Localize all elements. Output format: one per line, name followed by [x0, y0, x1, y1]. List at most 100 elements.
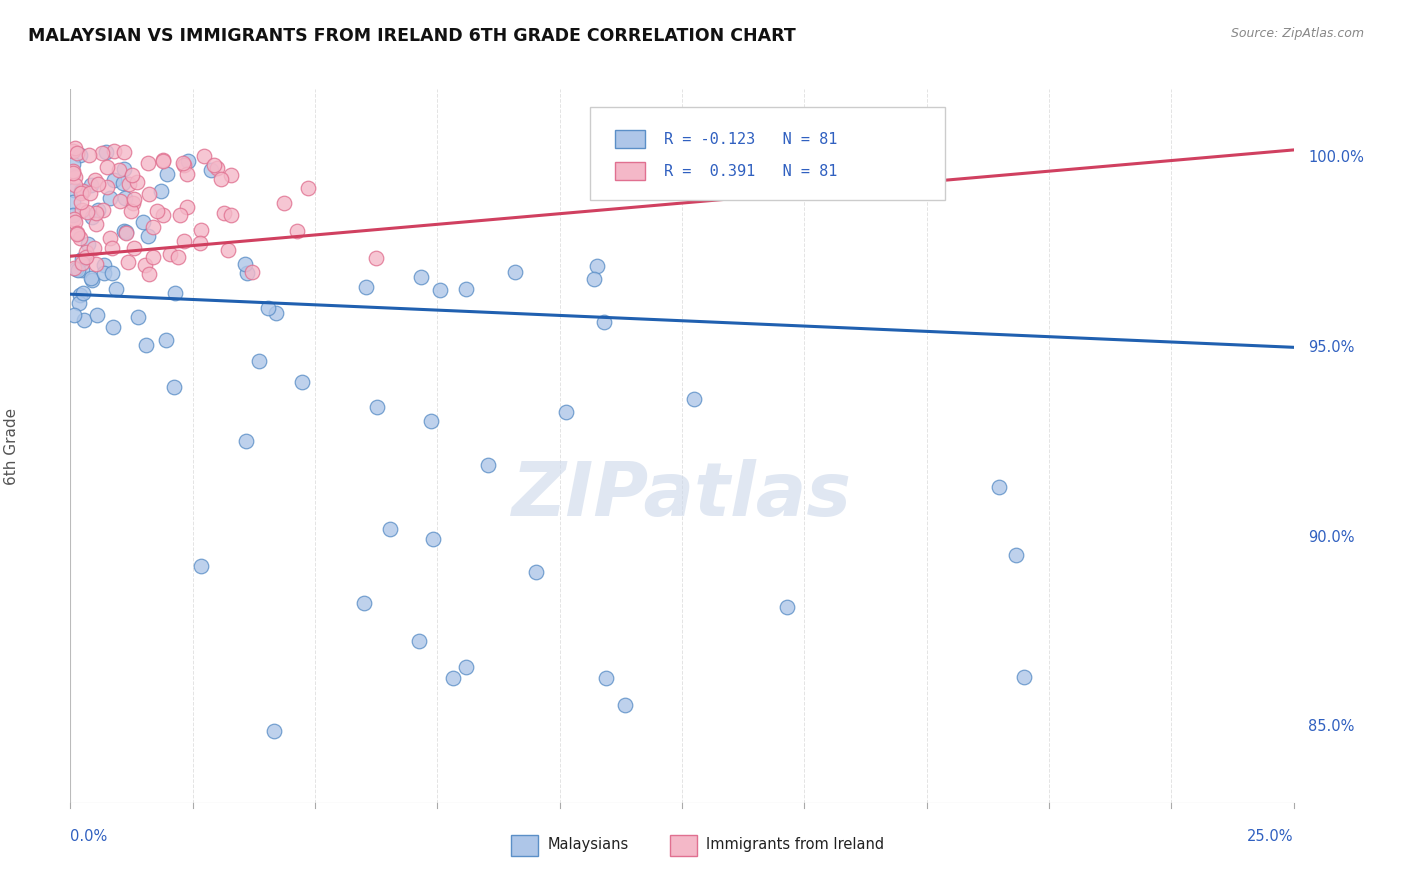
Point [149, 184, 172, 198]
Point [62, 195, 84, 210]
Point [84, 257, 107, 271]
Point [80, 273, 103, 287]
Point [63, 308, 86, 322]
Point [79, 271, 101, 285]
Point [142, 250, 165, 264]
Point [70, 186, 93, 201]
FancyBboxPatch shape [614, 130, 645, 148]
Point [70, 252, 93, 266]
Point [205, 161, 228, 176]
Point [103, 144, 125, 158]
Point [70, 184, 93, 198]
Point [63, 141, 86, 155]
Point [249, 354, 271, 368]
Point [176, 167, 198, 181]
Point [83, 173, 105, 187]
Point [364, 251, 387, 265]
Point [65, 146, 87, 161]
Point [104, 282, 127, 296]
Point [62, 145, 84, 159]
Point [454, 282, 477, 296]
Point [65, 262, 87, 277]
Point [117, 254, 139, 268]
Point [1012, 670, 1035, 684]
Point [122, 192, 145, 206]
Point [127, 175, 149, 189]
Point [69, 231, 91, 245]
Text: 95.0%: 95.0% [1308, 340, 1354, 355]
Point [69, 148, 91, 162]
Point [107, 162, 129, 177]
Text: 85.0%: 85.0% [1308, 719, 1354, 734]
Point [121, 168, 143, 182]
Point [108, 194, 131, 209]
Point [177, 153, 200, 168]
Point [159, 247, 181, 261]
Point [77, 237, 100, 252]
Point [297, 180, 319, 194]
Point [84, 217, 107, 231]
Point [155, 333, 177, 347]
Point [100, 266, 122, 280]
Point [263, 724, 285, 739]
Point [75, 245, 97, 260]
Text: ZIPatlas: ZIPatlas [512, 459, 852, 533]
Point [112, 145, 135, 160]
Point [503, 265, 526, 279]
Text: Malaysians: Malaysians [547, 837, 628, 852]
Point [169, 207, 191, 221]
Point [454, 659, 477, 673]
Point [378, 522, 401, 536]
Point [477, 458, 499, 473]
Point [67, 296, 90, 310]
Point [409, 269, 432, 284]
Point [219, 208, 242, 222]
Point [62, 183, 84, 197]
Point [91, 203, 114, 218]
Point [70, 256, 93, 270]
Point [122, 241, 145, 255]
Point [65, 169, 87, 184]
Point [79, 186, 101, 200]
Point [118, 178, 141, 192]
Point [93, 266, 115, 280]
Point [236, 266, 259, 280]
Point [62, 208, 84, 222]
Point [173, 234, 195, 248]
Point [91, 146, 114, 161]
Point [172, 155, 194, 169]
Point [202, 158, 225, 172]
Point [79, 178, 101, 193]
Point [614, 698, 637, 712]
Text: 25.0%: 25.0% [1247, 830, 1294, 845]
Point [285, 224, 308, 238]
Point [131, 215, 153, 229]
Point [233, 257, 256, 271]
Point [152, 153, 174, 167]
Text: MALAYSIAN VS IMMIGRANTS FROM IRELAND 6TH GRADE CORRELATION CHART: MALAYSIAN VS IMMIGRANTS FROM IRELAND 6TH… [28, 27, 796, 45]
Point [94, 145, 117, 160]
Point [63, 261, 86, 276]
Point [152, 153, 174, 168]
Point [524, 566, 547, 580]
Point [163, 380, 186, 394]
Point [98, 231, 121, 245]
Point [62, 164, 84, 178]
Point [156, 167, 179, 181]
Point [101, 241, 124, 255]
Point [152, 208, 174, 222]
Point [86, 177, 108, 191]
Point [193, 148, 215, 162]
Point [83, 241, 105, 255]
Point [73, 313, 96, 327]
Point [69, 288, 91, 302]
Point [138, 267, 160, 281]
Point [87, 203, 110, 218]
Point [136, 228, 159, 243]
Point [554, 404, 576, 418]
Point [100, 191, 122, 205]
Point [264, 305, 287, 319]
Point [101, 320, 124, 334]
Point [209, 172, 232, 186]
Text: R =  0.391   N = 81: R = 0.391 N = 81 [664, 164, 837, 178]
